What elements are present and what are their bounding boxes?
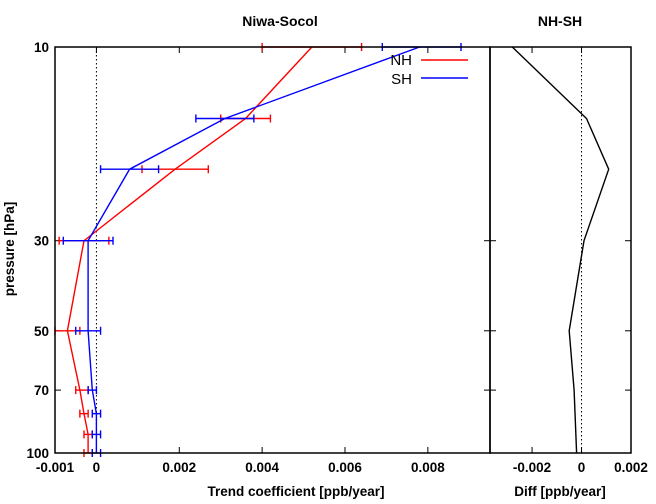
panel-1-data — [54, 43, 462, 457]
panel-1-ylabel: pressure [hPa] — [2, 202, 17, 297]
panel-2-frame — [489, 46, 632, 454]
legend-label-sh: SH — [391, 71, 412, 88]
panel-2-ticks: -0.002 0 0.002 — [490, 46, 648, 475]
x-tick-label: 0.002 — [162, 460, 196, 475]
legend-label-nh: NH — [390, 52, 412, 69]
series-line-diff — [511, 46, 610, 454]
series-line-sh — [87, 46, 420, 453]
y-tick-label: 50 — [34, 324, 49, 339]
y-tick-label: 70 — [34, 383, 49, 398]
panel-2-data — [511, 46, 610, 454]
panel-1-ticks: -0.001 0 0.002 0.004 0.006 0.008 10 30 50 70 100 — [26, 40, 490, 475]
y-tick-label: 30 — [34, 234, 49, 249]
panel-1-xlabel: Trend coefficient [ppb/year] — [207, 484, 384, 499]
x-tick-label: 0.008 — [411, 460, 445, 475]
y-tick-label: 10 — [34, 40, 49, 55]
x-tick-label: 0.004 — [245, 460, 279, 475]
panel-2-title: NH-SH — [538, 13, 582, 29]
series-line-nh — [66, 46, 313, 453]
x-tick-label: 0.002 — [614, 460, 648, 475]
x-tick-label: -0.001 — [36, 460, 75, 475]
x-tick-label: -0.002 — [513, 460, 551, 475]
x-tick-label: 0 — [93, 460, 101, 475]
panel-1-title: Niwa-Socol — [242, 13, 317, 29]
y-tick-label: 100 — [26, 446, 49, 461]
panel-niwa-socol: Niwa-Socol -0.001 0 0.002 0.004 0.006 0.008 10… — [2, 13, 491, 499]
legend: NH SH — [390, 52, 468, 88]
panel-nh-sh: NH-SH -0.002 0 0.002 Diff [ppb/year] — [489, 13, 648, 499]
panel-1-frame — [54, 46, 491, 454]
x-tick-label: 0 — [578, 460, 586, 475]
x-tick-label: 0.006 — [328, 460, 362, 475]
panel-2-xlabel: Diff [ppb/year] — [514, 484, 606, 499]
